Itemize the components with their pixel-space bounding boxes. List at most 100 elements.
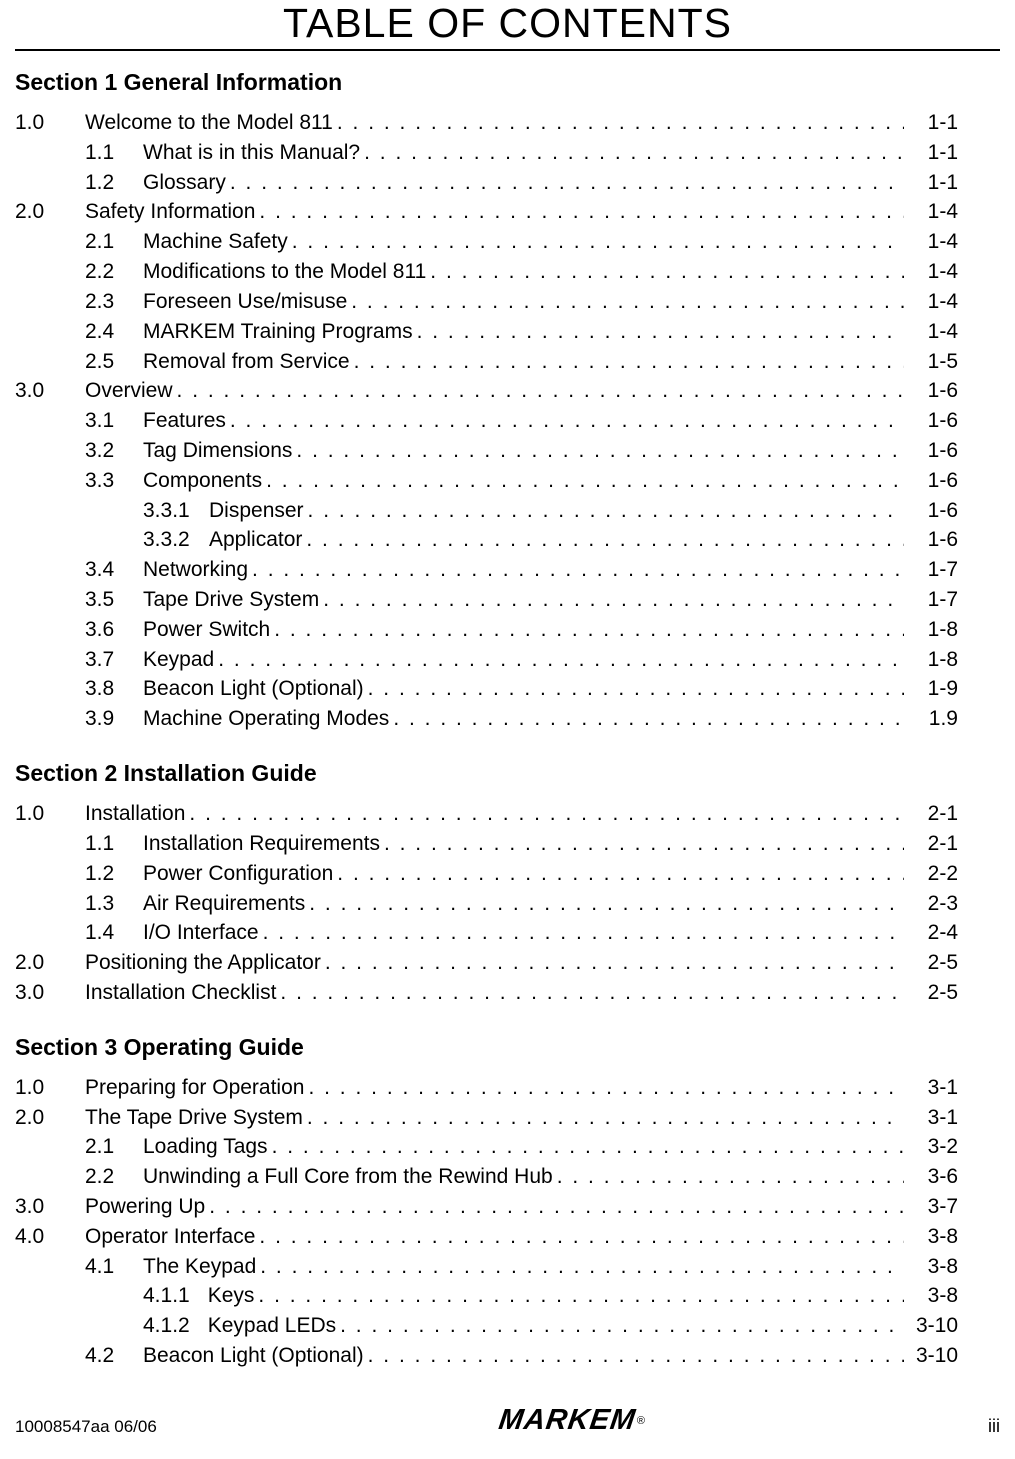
toc-leader-dots xyxy=(354,347,904,377)
toc-entry-number: 3.7 xyxy=(85,645,143,675)
toc-entry-page: 3-2 xyxy=(908,1132,958,1162)
toc-entry-page: 1-4 xyxy=(908,227,958,257)
toc-entry-number: 2.1 xyxy=(85,1132,143,1162)
toc-entry-label: Components xyxy=(143,466,262,496)
toc-entry: 2.0Safety Information1-4 xyxy=(15,197,958,227)
toc-entry-label: Beacon Light (Optional) xyxy=(143,1341,364,1371)
toc-entry-number: 3.0 xyxy=(15,1192,85,1222)
toc-entry-page: 1-4 xyxy=(908,197,958,227)
toc-entry: 3.6Power Switch1-8 xyxy=(15,615,958,645)
toc-entry-label: Power Configuration xyxy=(143,859,333,889)
toc-leader-dots xyxy=(337,859,904,889)
toc-entry: 2.5Removal from Service1-5 xyxy=(15,347,958,377)
toc-entry-number: 4.1.1 xyxy=(143,1281,208,1311)
toc-entry-number: 3.4 xyxy=(85,555,143,585)
toc-body: Section 1 General Information 1.0Welcome … xyxy=(15,69,1000,1371)
toc-entry-label: Unwinding a Full Core from the Rewind Hu… xyxy=(143,1162,553,1192)
toc-entry: 3.0Installation Checklist2-5 xyxy=(15,978,958,1008)
toc-entry-label: What is in this Manual? xyxy=(143,138,360,168)
toc-leader-dots xyxy=(272,1132,904,1162)
toc-entry-number: 2.0 xyxy=(15,197,85,227)
toc-entry-number: 2.2 xyxy=(85,257,143,287)
toc-leader-dots xyxy=(337,108,904,138)
toc-entry-number: 1.3 xyxy=(85,889,143,919)
toc-leader-dots xyxy=(306,525,904,555)
toc-leader-dots xyxy=(263,918,904,948)
toc-entry-number: 2.5 xyxy=(85,347,143,377)
footer-brand: MARKEM® xyxy=(497,1404,648,1437)
toc-entry: 3.0Powering Up 3-7 xyxy=(15,1192,958,1222)
toc-entry-number: 3.3 xyxy=(85,466,143,496)
toc-entry: 3.9Machine Operating Modes1.9 xyxy=(15,704,958,734)
toc-entry-label: The Keypad xyxy=(143,1252,256,1282)
toc-entry-page: 1-6 xyxy=(908,436,958,466)
toc-entry-number: 2.0 xyxy=(15,948,85,978)
toc-entry: 3.3.1Dispenser1-6 xyxy=(15,496,958,526)
toc-entry: 3.0Overview1-6 xyxy=(15,376,958,406)
toc-entry-number: 2.1 xyxy=(85,227,143,257)
toc-entry: 2.1Loading Tags3-2 xyxy=(15,1132,958,1162)
toc-entry: 3.1Features1-6 xyxy=(15,406,958,436)
toc-entry: 1.1What is in this Manual? 1-1 xyxy=(15,138,958,168)
toc-leader-dots xyxy=(218,645,904,675)
toc-leader-dots xyxy=(177,376,904,406)
toc-entry-label: The Tape Drive System xyxy=(85,1103,303,1133)
toc-entry-number: 1.1 xyxy=(85,138,143,168)
toc-leader-dots xyxy=(368,1341,904,1371)
toc-entry-number: 2.2 xyxy=(85,1162,143,1192)
toc-entry-label: Overview xyxy=(85,376,173,406)
registered-mark-icon: ® xyxy=(636,1415,645,1427)
toc-entry-page: 3-8 xyxy=(908,1281,958,1311)
toc-leader-dots xyxy=(308,496,904,526)
toc-entry-label: Beacon Light (Optional) xyxy=(143,674,364,704)
toc-leader-dots xyxy=(364,138,904,168)
toc-entry-number: 3.3.1 xyxy=(143,496,209,526)
toc-entry-page: 1-1 xyxy=(908,168,958,198)
toc-entry-page: 1-1 xyxy=(908,138,958,168)
toc-leader-dots xyxy=(259,1222,904,1252)
toc-entry: 4.1.1Keys 3-8 xyxy=(15,1281,958,1311)
toc-entry-label: Machine Operating Modes xyxy=(143,704,389,734)
toc-entry-number: 4.0 xyxy=(15,1222,85,1252)
toc-entry: 1.0Welcome to the Model 8111-1 xyxy=(15,108,958,138)
section-header: Section 1 General Information xyxy=(15,69,958,96)
toc-leader-dots xyxy=(230,406,904,436)
toc-leader-dots xyxy=(230,168,904,198)
toc-entry: 3.8Beacon Light (Optional)1-9 xyxy=(15,674,958,704)
toc-leader-dots xyxy=(258,1281,904,1311)
toc-entry: 4.0Operator Interface3-8 xyxy=(15,1222,958,1252)
toc-entry: 1.1Installation Requirements2-1 xyxy=(15,829,958,859)
toc-entry-page: 1-5 xyxy=(908,347,958,377)
title-divider xyxy=(15,49,1000,51)
toc-entry-number: 1.4 xyxy=(85,918,143,948)
toc-entry-page: 2-4 xyxy=(908,918,958,948)
toc-entry-label: Keys xyxy=(208,1281,255,1311)
toc-entry: 1.0Preparing for Operation3-1 xyxy=(15,1073,958,1103)
toc-entry: 4.1The Keypad3-8 xyxy=(15,1252,958,1282)
toc-entry-label: Positioning the Applicator xyxy=(85,948,321,978)
toc-leader-dots xyxy=(325,948,904,978)
toc-entry-page: 2-5 xyxy=(908,948,958,978)
toc-entry-page: 1-4 xyxy=(908,257,958,287)
toc-entry-label: MARKEM Training Programs xyxy=(143,317,413,347)
toc-entry-page: 1-7 xyxy=(908,555,958,585)
toc-entry-number: 1.0 xyxy=(15,799,85,829)
section-header: Section 3 Operating Guide xyxy=(15,1034,958,1061)
toc-entry: 3.3Components1-6 xyxy=(15,466,958,496)
toc-leader-dots xyxy=(252,555,904,585)
toc-entry-page: 1-8 xyxy=(908,645,958,675)
toc-entry-label: I/O Interface xyxy=(143,918,259,948)
toc-entry-label: Glossary xyxy=(143,168,226,198)
toc-entry-label: Keypad LEDs xyxy=(208,1311,336,1341)
toc-entry-page: 3-8 xyxy=(908,1222,958,1252)
toc-entry-label: Installation Checklist xyxy=(85,978,276,1008)
toc-entry: 2.4MARKEM Training Programs1-4 xyxy=(15,317,958,347)
toc-leader-dots xyxy=(209,1192,904,1222)
toc-leader-dots xyxy=(557,1162,904,1192)
toc-entry-label: Features xyxy=(143,406,226,436)
toc-entry-number: 1.2 xyxy=(85,859,143,889)
toc-entry-number: 3.9 xyxy=(85,704,143,734)
toc-entry-label: Tag Dimensions xyxy=(143,436,292,466)
toc-entry: 3.5Tape Drive System1-7 xyxy=(15,585,958,615)
toc-entry: 2.2Modifications to the Model 8111-4 xyxy=(15,257,958,287)
